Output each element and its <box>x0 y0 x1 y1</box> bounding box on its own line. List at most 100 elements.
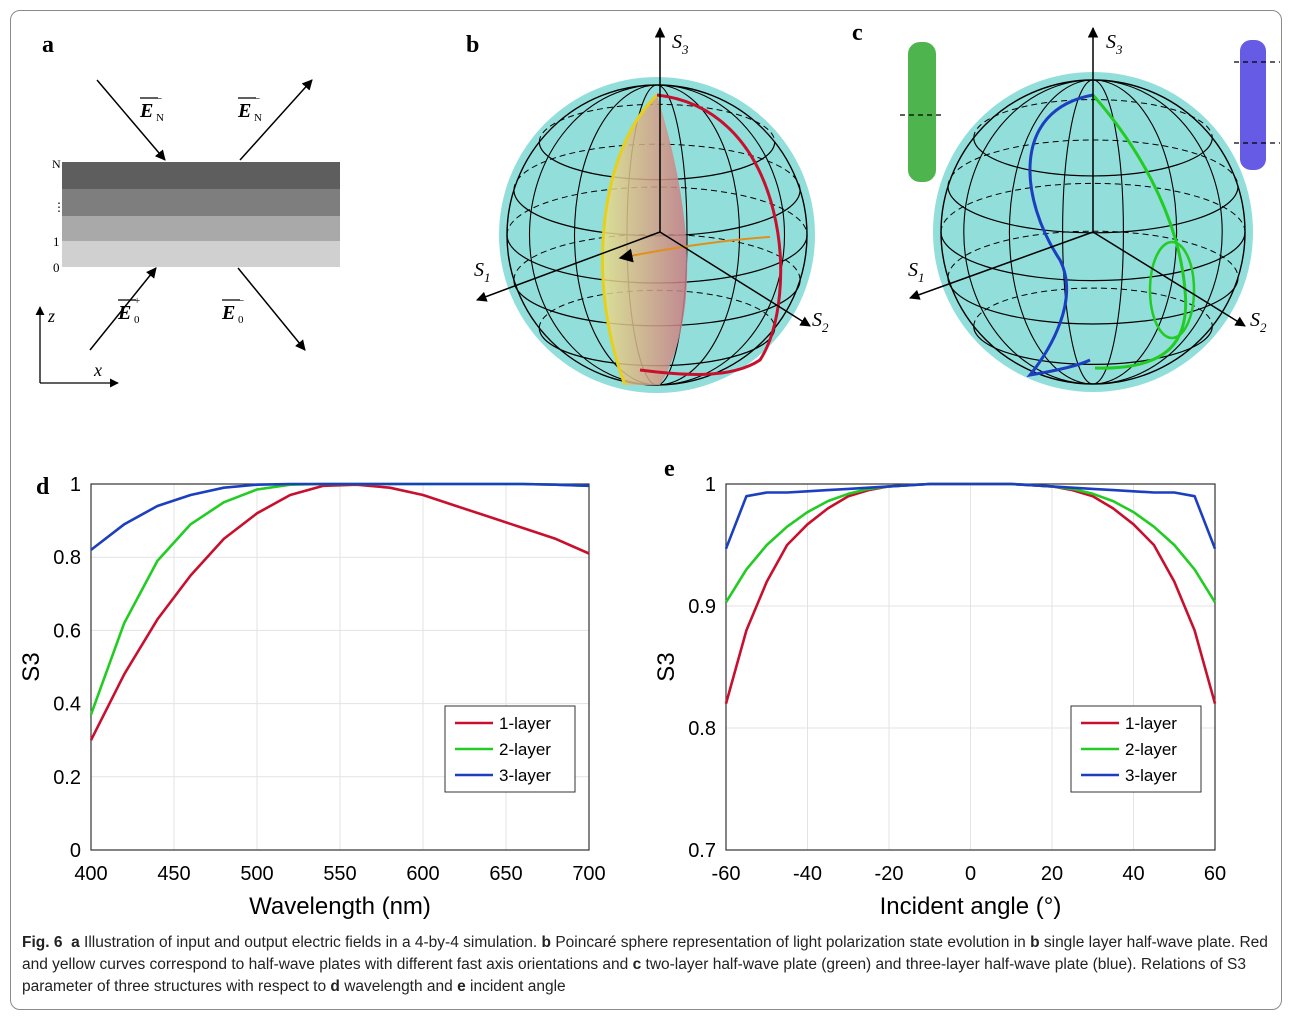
caption-text-2: Poincaré sphere representation of light … <box>551 934 1031 951</box>
caption-ref-b: b <box>541 934 552 951</box>
s1-label-b: S1 <box>474 259 491 285</box>
layer-stack <box>62 162 340 267</box>
x-tick-label: 550 <box>323 863 356 885</box>
x-tick-label: 450 <box>157 863 190 885</box>
x-tick-label: -40 <box>793 863 822 885</box>
half-wave-surface <box>602 95 688 385</box>
x-axis-title: Wavelength (nm) <box>249 893 431 920</box>
yellow-trajectory <box>601 93 659 386</box>
field-label-en-in: E − N <box>139 93 164 124</box>
panel-letter-c: c <box>852 20 863 46</box>
y-tick-label: 0.4 <box>53 694 81 716</box>
panel-letter-e: e <box>664 456 675 482</box>
svg-text:0: 0 <box>238 314 244 326</box>
x-tick-label: 600 <box>406 863 439 885</box>
polarization-ellipse-stack-blue <box>1234 40 1280 170</box>
figure-caption: Fig. 6 a Illustration of input and outpu… <box>22 932 1272 998</box>
svg-text:E: E <box>117 302 131 324</box>
panel-b: b S3 S1 S2 <box>466 26 829 393</box>
incident-arrow-bottom <box>89 267 157 351</box>
svg-text:N: N <box>156 112 164 124</box>
svg-text:+: + <box>134 295 140 307</box>
caption-ref-d: d <box>330 978 340 995</box>
y-tick-label: 1 <box>70 474 81 496</box>
x-tick-label: 650 <box>489 863 522 885</box>
incident-arrow-top <box>96 79 166 161</box>
layer-label-0: 0 <box>53 260 60 275</box>
chart-d: 400 450 500 550 600 650 700 0 0.2 0.4 0.6 0.8 1 Wavel… <box>18 474 606 920</box>
panel-letter-d: d <box>36 474 50 500</box>
reflected-arrow-top <box>239 79 313 161</box>
s2-axis-c <box>1092 231 1246 327</box>
layer-label-dots: ⋮ <box>53 200 65 214</box>
latitude-front-3 <box>947 277 1239 325</box>
legend-label-3-layer: 3-layer <box>1125 766 1177 785</box>
caption-ref-c: c <box>632 956 642 973</box>
latitude-front-2 <box>940 231 1246 282</box>
x-tick-label: 60 <box>1204 863 1226 885</box>
svg-text:0: 0 <box>134 314 140 326</box>
polarization-ellipse-stack-green <box>900 42 944 182</box>
y-tick-label: 0.2 <box>53 767 81 789</box>
y-tick-label: 0.6 <box>53 620 81 642</box>
svg-text:E: E <box>237 100 251 122</box>
s2-axis-b <box>659 231 811 327</box>
y-axis-title: S3 <box>653 652 680 681</box>
caption-ref-a: a <box>71 934 80 951</box>
layer-label-n: N <box>52 157 61 171</box>
svg-text:E: E <box>139 100 153 122</box>
panel-letter-b: b <box>466 32 479 58</box>
field-label-e0-minus: E − 0 <box>221 295 244 326</box>
caption-ref-b-2: b <box>1030 934 1040 951</box>
chart-e: -60 -40 -20 0 20 40 60 0.7 0.8 0.9 1 Incident angle… <box>653 474 1226 920</box>
layer-dots <box>62 189 340 216</box>
y-tick-label: 0 <box>70 840 81 862</box>
y-tick-label: 0.7 <box>688 840 716 862</box>
s1-axis-b <box>476 231 661 302</box>
svg-text:N: N <box>254 112 262 124</box>
x-tick-label: 40 <box>1122 863 1144 885</box>
panel-letter-a: a <box>42 32 54 58</box>
blue-trajectory <box>1026 93 1094 378</box>
x-axis-label: x <box>93 360 102 380</box>
series-line-3-layer <box>90 482 590 551</box>
svg-text:E: E <box>221 302 235 324</box>
latitude-front-4 <box>973 326 1213 366</box>
series-line-3-layer <box>724 482 1217 550</box>
red-trajectory <box>639 93 783 376</box>
green-loops <box>1148 240 1196 340</box>
latitude-back-4 <box>973 287 1213 327</box>
y-tick-label: 0.8 <box>688 718 716 740</box>
orange-arc <box>618 236 771 263</box>
layer-n <box>62 162 340 189</box>
x-tick-label: 500 <box>240 863 273 885</box>
x-tick-label: 20 <box>1041 863 1063 885</box>
s2-label-c: S2 <box>1250 309 1267 335</box>
x-tick-label: -60 <box>712 863 741 885</box>
x-tick-label: 0 <box>965 863 976 885</box>
caption-text-3: single layer half-wave plate. Red and ye… <box>22 934 1268 973</box>
field-label-en-out: E − N <box>237 93 262 124</box>
s3-label-b: S3 <box>672 31 689 57</box>
field-label-e0-plus: E + 0 <box>117 295 140 326</box>
caption-text-5: wavelength and <box>339 978 458 995</box>
caption-ref-e: e <box>457 978 466 995</box>
layer-label-1: 1 <box>53 234 60 249</box>
svg-text:−: − <box>254 93 260 105</box>
legend-label-2-layer: 2-layer <box>1125 740 1177 759</box>
panel-c: c S3 S1 S2 <box>852 20 1280 392</box>
layer-1 <box>62 216 340 241</box>
legend-label-2-layer: 2-layer <box>499 740 551 759</box>
y-axis-title: S3 <box>18 652 45 681</box>
reflected-arrow-bottom <box>237 267 306 351</box>
y-tick-label: 0.9 <box>688 596 716 618</box>
y-tick-label: 0.8 <box>53 547 81 569</box>
x-tick-label: 700 <box>572 863 605 885</box>
s2-label-b: S2 <box>812 309 829 335</box>
s1-axis-c <box>909 231 1094 300</box>
legend-label-3-layer: 3-layer <box>499 766 551 785</box>
caption-fig-label: Fig. 6 <box>22 934 63 951</box>
legend-label-1-layer: 1-layer <box>1125 714 1177 733</box>
svg-text:−: − <box>156 93 162 105</box>
